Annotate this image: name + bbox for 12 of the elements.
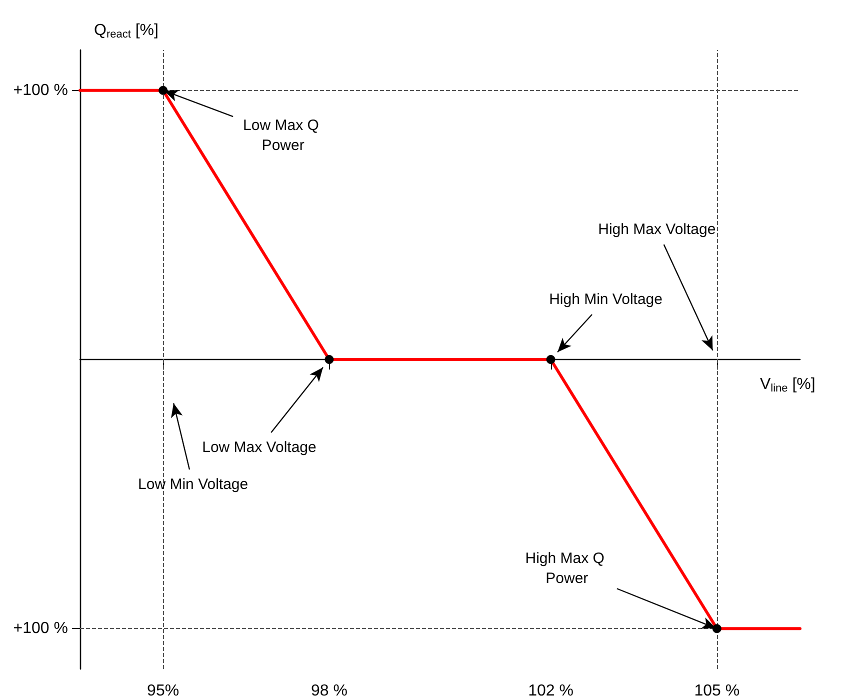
annotation: High Max Q Power — [525, 550, 609, 588]
y-tick-label: +100 % — [13, 620, 68, 638]
annotation: Low Min Voltage — [138, 476, 248, 493]
x-tick-label: 105 % — [694, 682, 740, 699]
x-tick-label: 95% — [147, 682, 180, 699]
annotation: High Max Voltage — [598, 221, 716, 238]
annotation: Low Max Voltage — [202, 439, 316, 456]
y-tick-label: +100 % — [13, 82, 68, 99]
annotation: High Min Voltage — [549, 291, 662, 308]
x-tick-label: 102 % — [528, 682, 574, 699]
annotation: Low Max Q Power — [243, 116, 324, 154]
x-tick-label: 98 % — [310, 682, 348, 699]
